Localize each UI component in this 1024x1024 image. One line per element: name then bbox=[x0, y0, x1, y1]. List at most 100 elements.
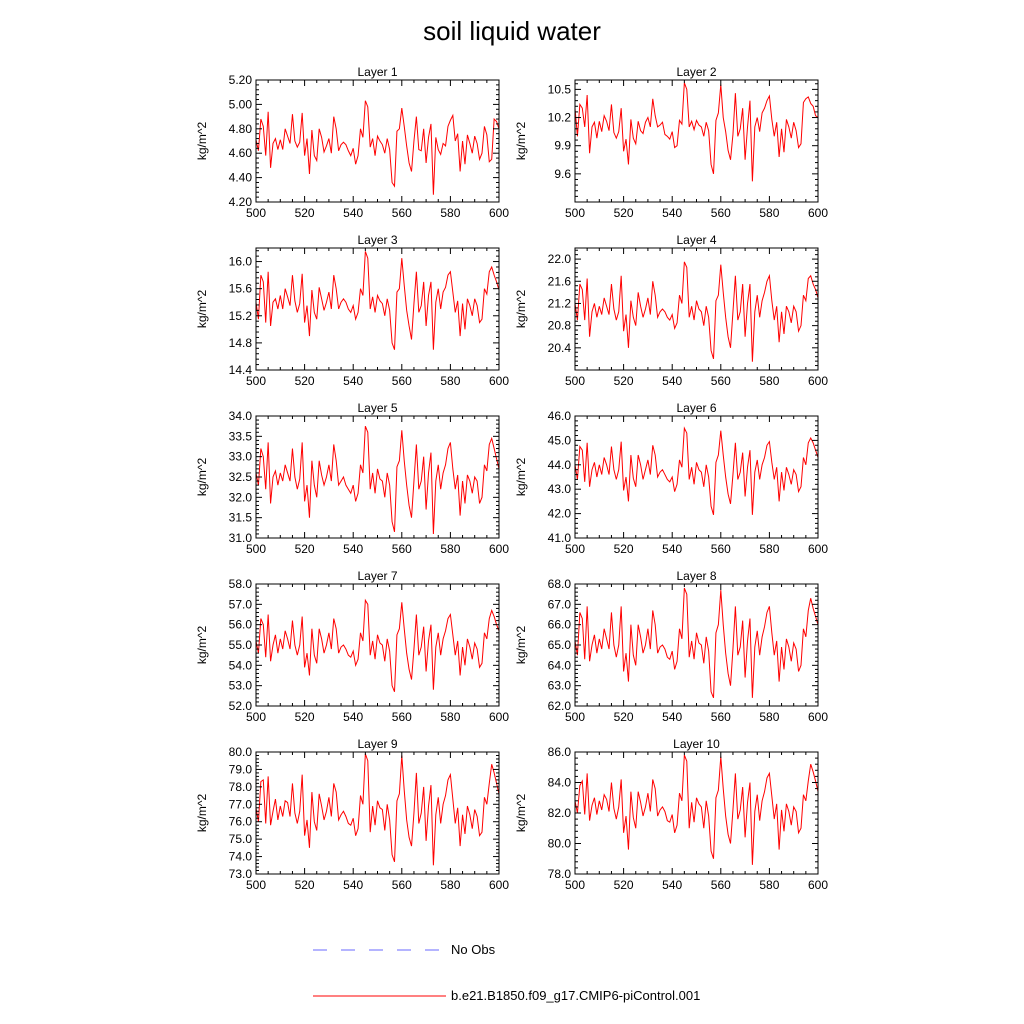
panel-title: Layer 6 bbox=[676, 401, 716, 415]
y-tick-label: 43.0 bbox=[548, 482, 572, 496]
y-tick-label: 42.0 bbox=[548, 507, 572, 521]
x-tick-label: 540 bbox=[662, 710, 682, 724]
x-tick-label: 580 bbox=[759, 374, 779, 388]
y-tick-label: 53.0 bbox=[229, 679, 253, 693]
x-tick-label: 520 bbox=[295, 542, 315, 556]
y-tick-label: 15.2 bbox=[229, 309, 253, 323]
y-tick-label: 78.0 bbox=[229, 780, 253, 794]
x-tick-label: 600 bbox=[489, 878, 509, 892]
y-tick-label: 82.0 bbox=[548, 806, 572, 820]
y-tick-label: 73.0 bbox=[229, 867, 253, 881]
y-tick-label: 62.0 bbox=[548, 699, 572, 713]
y-tick-label: 76.0 bbox=[229, 815, 253, 829]
x-tick-label: 520 bbox=[295, 878, 315, 892]
x-tick-label: 540 bbox=[662, 542, 682, 556]
series-line bbox=[255, 251, 500, 350]
x-tick-label: 500 bbox=[246, 374, 266, 388]
y-tick-label: 14.8 bbox=[229, 336, 253, 350]
x-tick-label: 520 bbox=[614, 878, 634, 892]
series-line bbox=[255, 100, 500, 195]
y-tick-label: 64.0 bbox=[548, 658, 572, 672]
panel-title: Layer 5 bbox=[357, 401, 397, 415]
y-tick-label: 32.5 bbox=[229, 470, 253, 484]
y-tick-label: 4.20 bbox=[229, 195, 253, 209]
y-tick-label: 31.0 bbox=[229, 531, 253, 545]
y-tick-label: 34.0 bbox=[229, 409, 253, 423]
x-tick-label: 560 bbox=[711, 878, 731, 892]
panel-layer-3: Layer 3 500 520 540 560 580 600 14.4 14.8 15.2 15.… bbox=[195, 233, 509, 388]
y-tick-label: 75.0 bbox=[229, 832, 253, 846]
y-tick-label: 20.4 bbox=[548, 341, 572, 355]
series-line bbox=[574, 426, 819, 515]
x-tick-label: 560 bbox=[711, 542, 731, 556]
y-tick-label: 57.0 bbox=[229, 597, 253, 611]
x-tick-label: 580 bbox=[759, 542, 779, 556]
panel-title: Layer 3 bbox=[357, 233, 397, 247]
y-tick-label: 10.5 bbox=[548, 82, 572, 96]
x-tick-label: 560 bbox=[392, 374, 412, 388]
y-tick-label: 21.2 bbox=[548, 296, 572, 310]
x-tick-label: 500 bbox=[246, 878, 266, 892]
x-tick-label: 540 bbox=[343, 878, 363, 892]
x-tick-label: 500 bbox=[565, 206, 585, 220]
x-tick-label: 500 bbox=[565, 878, 585, 892]
y-tick-label: 10.2 bbox=[548, 111, 572, 125]
x-tick-label: 580 bbox=[440, 710, 460, 724]
x-tick-label: 580 bbox=[759, 878, 779, 892]
x-tick-label: 580 bbox=[440, 542, 460, 556]
panel-title: Layer 8 bbox=[676, 569, 716, 583]
series-line bbox=[574, 82, 819, 182]
x-tick-label: 540 bbox=[662, 206, 682, 220]
y-tick-label: 44.0 bbox=[548, 458, 572, 472]
y-tick-label: 45.0 bbox=[548, 433, 572, 447]
panel-layer-7: Layer 7 500 520 540 560 580 600 52.0 53.0 54.0 55.… bbox=[195, 569, 509, 724]
y-tick-label: 67.0 bbox=[548, 597, 572, 611]
y-tick-label: 74.0 bbox=[229, 850, 253, 864]
panel-layer-5: Layer 5 500 520 540 560 580 600 31.0 31.5 32.0 32.… bbox=[195, 401, 509, 556]
y-tick-label: 22.0 bbox=[548, 252, 572, 266]
legend: No Obs b.e21.B1850.f09_g17.CMIP6-piContr… bbox=[313, 942, 700, 1003]
y-tick-label: 21.6 bbox=[548, 274, 572, 288]
y-tick-label: 56.0 bbox=[229, 618, 253, 632]
panel-layer-8: Layer 8 500 520 540 560 580 600 62.0 63.0 64.0 65.… bbox=[514, 569, 828, 724]
panel-layer-6: Layer 6 500 520 540 560 580 600 41.0 42.0 43.0 44.… bbox=[514, 401, 828, 556]
y-tick-label: 63.0 bbox=[548, 679, 572, 693]
y-axis-label: kg/m^2 bbox=[195, 458, 209, 497]
panel-title: Layer 9 bbox=[357, 737, 397, 751]
y-tick-label: 55.0 bbox=[229, 638, 253, 652]
x-tick-label: 520 bbox=[614, 710, 634, 724]
y-axis-label: kg/m^2 bbox=[195, 122, 209, 161]
y-tick-label: 4.40 bbox=[229, 171, 253, 185]
x-tick-label: 600 bbox=[489, 374, 509, 388]
panel-title: Layer 1 bbox=[357, 65, 397, 79]
series-line bbox=[255, 753, 500, 866]
x-tick-label: 600 bbox=[489, 542, 509, 556]
panels: Layer 1 500 520 540 560 580 600 4.20 4.40 4.60 4.8… bbox=[195, 65, 828, 892]
y-axis-label: kg/m^2 bbox=[514, 794, 528, 833]
x-tick-label: 580 bbox=[440, 374, 460, 388]
y-axis-label: kg/m^2 bbox=[514, 626, 528, 665]
x-tick-label: 520 bbox=[295, 710, 315, 724]
y-tick-label: 66.0 bbox=[548, 618, 572, 632]
x-tick-label: 600 bbox=[808, 206, 828, 220]
y-tick-label: 52.0 bbox=[229, 699, 253, 713]
y-axis-label: kg/m^2 bbox=[195, 626, 209, 665]
x-tick-label: 580 bbox=[440, 878, 460, 892]
x-tick-label: 500 bbox=[246, 710, 266, 724]
y-tick-label: 5.00 bbox=[229, 97, 253, 111]
figure-title: soil liquid water bbox=[423, 16, 601, 46]
y-tick-label: 33.5 bbox=[229, 429, 253, 443]
y-tick-label: 80.0 bbox=[229, 745, 253, 759]
x-tick-label: 500 bbox=[246, 206, 266, 220]
y-tick-label: 16.0 bbox=[229, 255, 253, 269]
y-tick-label: 5.20 bbox=[229, 73, 253, 87]
x-tick-label: 580 bbox=[759, 710, 779, 724]
y-tick-label: 33.0 bbox=[229, 450, 253, 464]
plot-frame bbox=[255, 583, 500, 707]
x-tick-label: 500 bbox=[246, 542, 266, 556]
x-tick-label: 560 bbox=[711, 206, 731, 220]
y-tick-label: 46.0 bbox=[548, 409, 572, 423]
x-tick-label: 540 bbox=[343, 542, 363, 556]
legend-label-no-obs: No Obs bbox=[451, 942, 496, 957]
panel-layer-10: Layer 10 500 520 540 560 580 600 78.0 80.0 82.0 84… bbox=[514, 737, 828, 892]
